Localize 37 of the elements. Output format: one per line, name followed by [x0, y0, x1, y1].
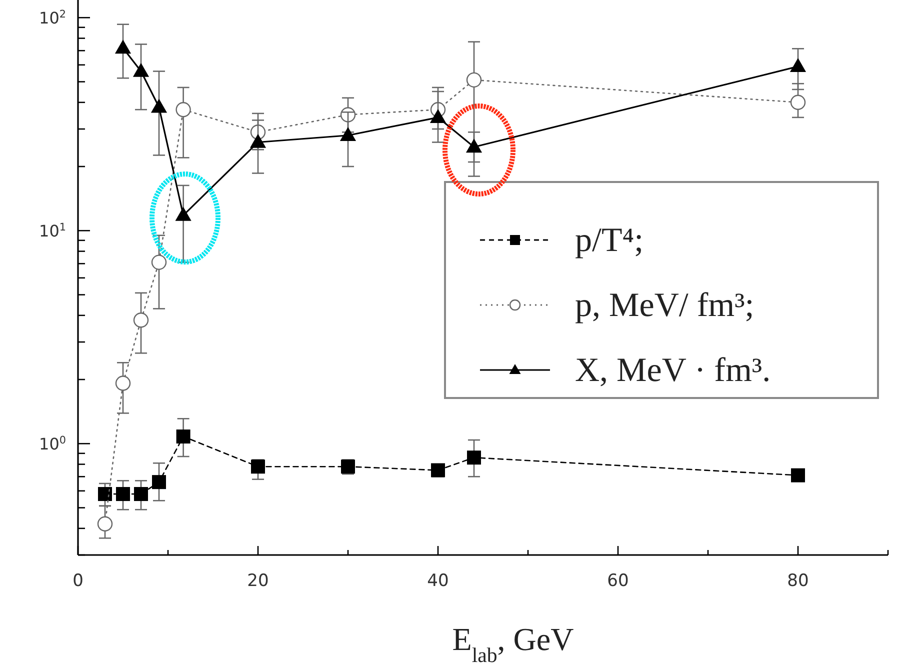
legend-label: p/T⁴;: [575, 222, 644, 259]
y-tick-label: 10$^{2}$: [39, 8, 66, 28]
legend-label: p, MeV/ fm³;: [575, 287, 754, 324]
point: [790, 58, 806, 72]
point: [467, 450, 481, 465]
point: [115, 376, 131, 391]
point: [134, 487, 148, 502]
legend-label: X, MeV · fm³.: [575, 352, 771, 389]
x-tick-label: 40: [427, 571, 449, 591]
x-tick-label: 80: [787, 571, 809, 591]
point: [152, 475, 166, 490]
x-tick-label: 60: [607, 571, 629, 591]
y-tick-label: 10$^{1}$: [39, 222, 66, 241]
point: [340, 126, 356, 141]
point: [466, 72, 482, 88]
x-tick-label: 0: [72, 571, 84, 591]
point: [790, 94, 806, 110]
point: [430, 109, 446, 124]
point: [151, 254, 167, 270]
x-axis-title: E$_{lab}$, GeV: [452, 621, 574, 666]
point: [176, 430, 190, 444]
point: [176, 102, 191, 118]
point: [791, 468, 805, 482]
point: [150, 98, 168, 113]
point: [133, 312, 149, 328]
point: [116, 487, 130, 502]
point: [251, 460, 265, 474]
point: [466, 138, 482, 153]
point: [132, 62, 150, 77]
y-tick-label: 10$^{0}$: [39, 434, 66, 454]
point: [431, 463, 445, 478]
point: [98, 487, 112, 502]
point: [175, 206, 192, 221]
point: [97, 516, 113, 532]
point: [114, 40, 132, 54]
x-tick-label: 20: [247, 571, 269, 591]
point: [250, 134, 266, 148]
